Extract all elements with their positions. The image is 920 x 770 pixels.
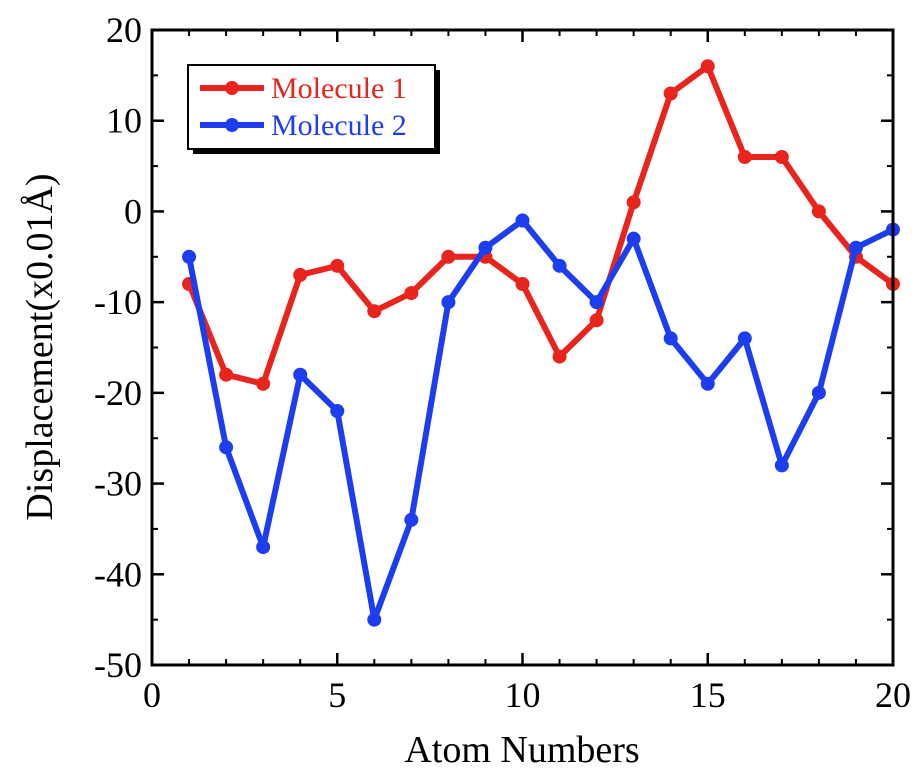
- data-point-molecule-1: [774, 150, 789, 164]
- data-point-molecule-1: [626, 195, 641, 210]
- data-point-molecule-1: [293, 267, 308, 282]
- legend-label-molecule-2: Molecule 2: [271, 109, 407, 142]
- x-axis-title: Atom Numbers: [404, 729, 639, 770]
- data-point-molecule-2: [441, 295, 456, 310]
- data-point-molecule-2: [774, 458, 789, 473]
- legend-entry-molecule-2: Molecule 2: [200, 109, 407, 142]
- data-point-molecule-1: [700, 59, 715, 74]
- data-point-molecule-1: [441, 249, 456, 264]
- data-point-molecule-2: [626, 231, 641, 246]
- data-point-molecule-2: [256, 540, 271, 555]
- y-tick-label: -40: [94, 554, 142, 594]
- legend-box: [187, 64, 436, 150]
- data-point-molecule-2: [737, 331, 752, 346]
- x-tick-label: 20: [875, 675, 911, 715]
- data-point-molecule-1: [737, 150, 752, 164]
- legend-marker-molecule-2: [225, 118, 239, 132]
- data-point-molecule-2: [515, 213, 530, 228]
- data-point-molecule-2: [478, 240, 493, 255]
- y-tick-label: -30: [94, 464, 142, 504]
- data-point-molecule-1: [552, 349, 567, 364]
- x-tick-label: 10: [505, 675, 541, 715]
- data-point-molecule-2: [219, 440, 234, 455]
- data-point-molecule-2: [404, 512, 419, 527]
- data-point-molecule-1: [811, 204, 826, 219]
- y-tick-label: 0: [124, 191, 142, 231]
- x-tick-label: 15: [690, 675, 726, 715]
- data-point-molecule-1: [256, 376, 271, 391]
- y-tick-label: 10: [106, 101, 142, 141]
- x-tick-label: 5: [328, 675, 346, 715]
- y-tick-label: -50: [94, 645, 142, 685]
- y-tick-label: -10: [94, 282, 142, 322]
- series-molecule-2: [182, 213, 900, 627]
- legend-marker-molecule-1: [225, 81, 239, 95]
- data-point-molecule-2: [700, 376, 715, 391]
- x-tick-labels: 0 5 10 15 20: [143, 675, 911, 715]
- data-point-molecule-1: [330, 258, 345, 273]
- data-point-molecule-1: [367, 304, 382, 319]
- legend: Molecule 1 Molecule 2: [187, 64, 440, 154]
- data-point-molecule-1: [404, 286, 419, 301]
- y-tick-label: 20: [106, 10, 142, 50]
- series-layer: [182, 59, 900, 627]
- legend-label-molecule-1: Molecule 1: [271, 72, 407, 105]
- data-point-molecule-1: [663, 86, 678, 101]
- data-point-molecule-2: [182, 249, 197, 264]
- data-point-molecule-2: [848, 240, 863, 255]
- legend-entry-molecule-1: Molecule 1: [200, 72, 407, 105]
- x-tick-label: 0: [143, 675, 161, 715]
- data-point-molecule-2: [367, 612, 382, 627]
- series-line-molecule-2: [186, 217, 895, 623]
- y-tick-label: -20: [94, 373, 142, 413]
- data-point-molecule-1: [515, 277, 530, 291]
- plot-frame: [150, 28, 895, 667]
- data-point-molecule-2: [589, 295, 604, 310]
- y-tick-labels: -50 -40 -30 -20 -10 0 10 20: [94, 10, 142, 685]
- data-point-molecule-1: [589, 313, 604, 328]
- data-point-molecule-2: [330, 404, 345, 418]
- data-point-molecule-2: [663, 331, 678, 346]
- y-axis-title: Displacement(x0.01Å): [19, 173, 61, 520]
- data-point-molecule-2: [552, 258, 567, 273]
- data-point-molecule-2: [811, 385, 826, 400]
- data-point-molecule-2: [293, 367, 308, 382]
- data-point-molecule-1: [219, 367, 234, 382]
